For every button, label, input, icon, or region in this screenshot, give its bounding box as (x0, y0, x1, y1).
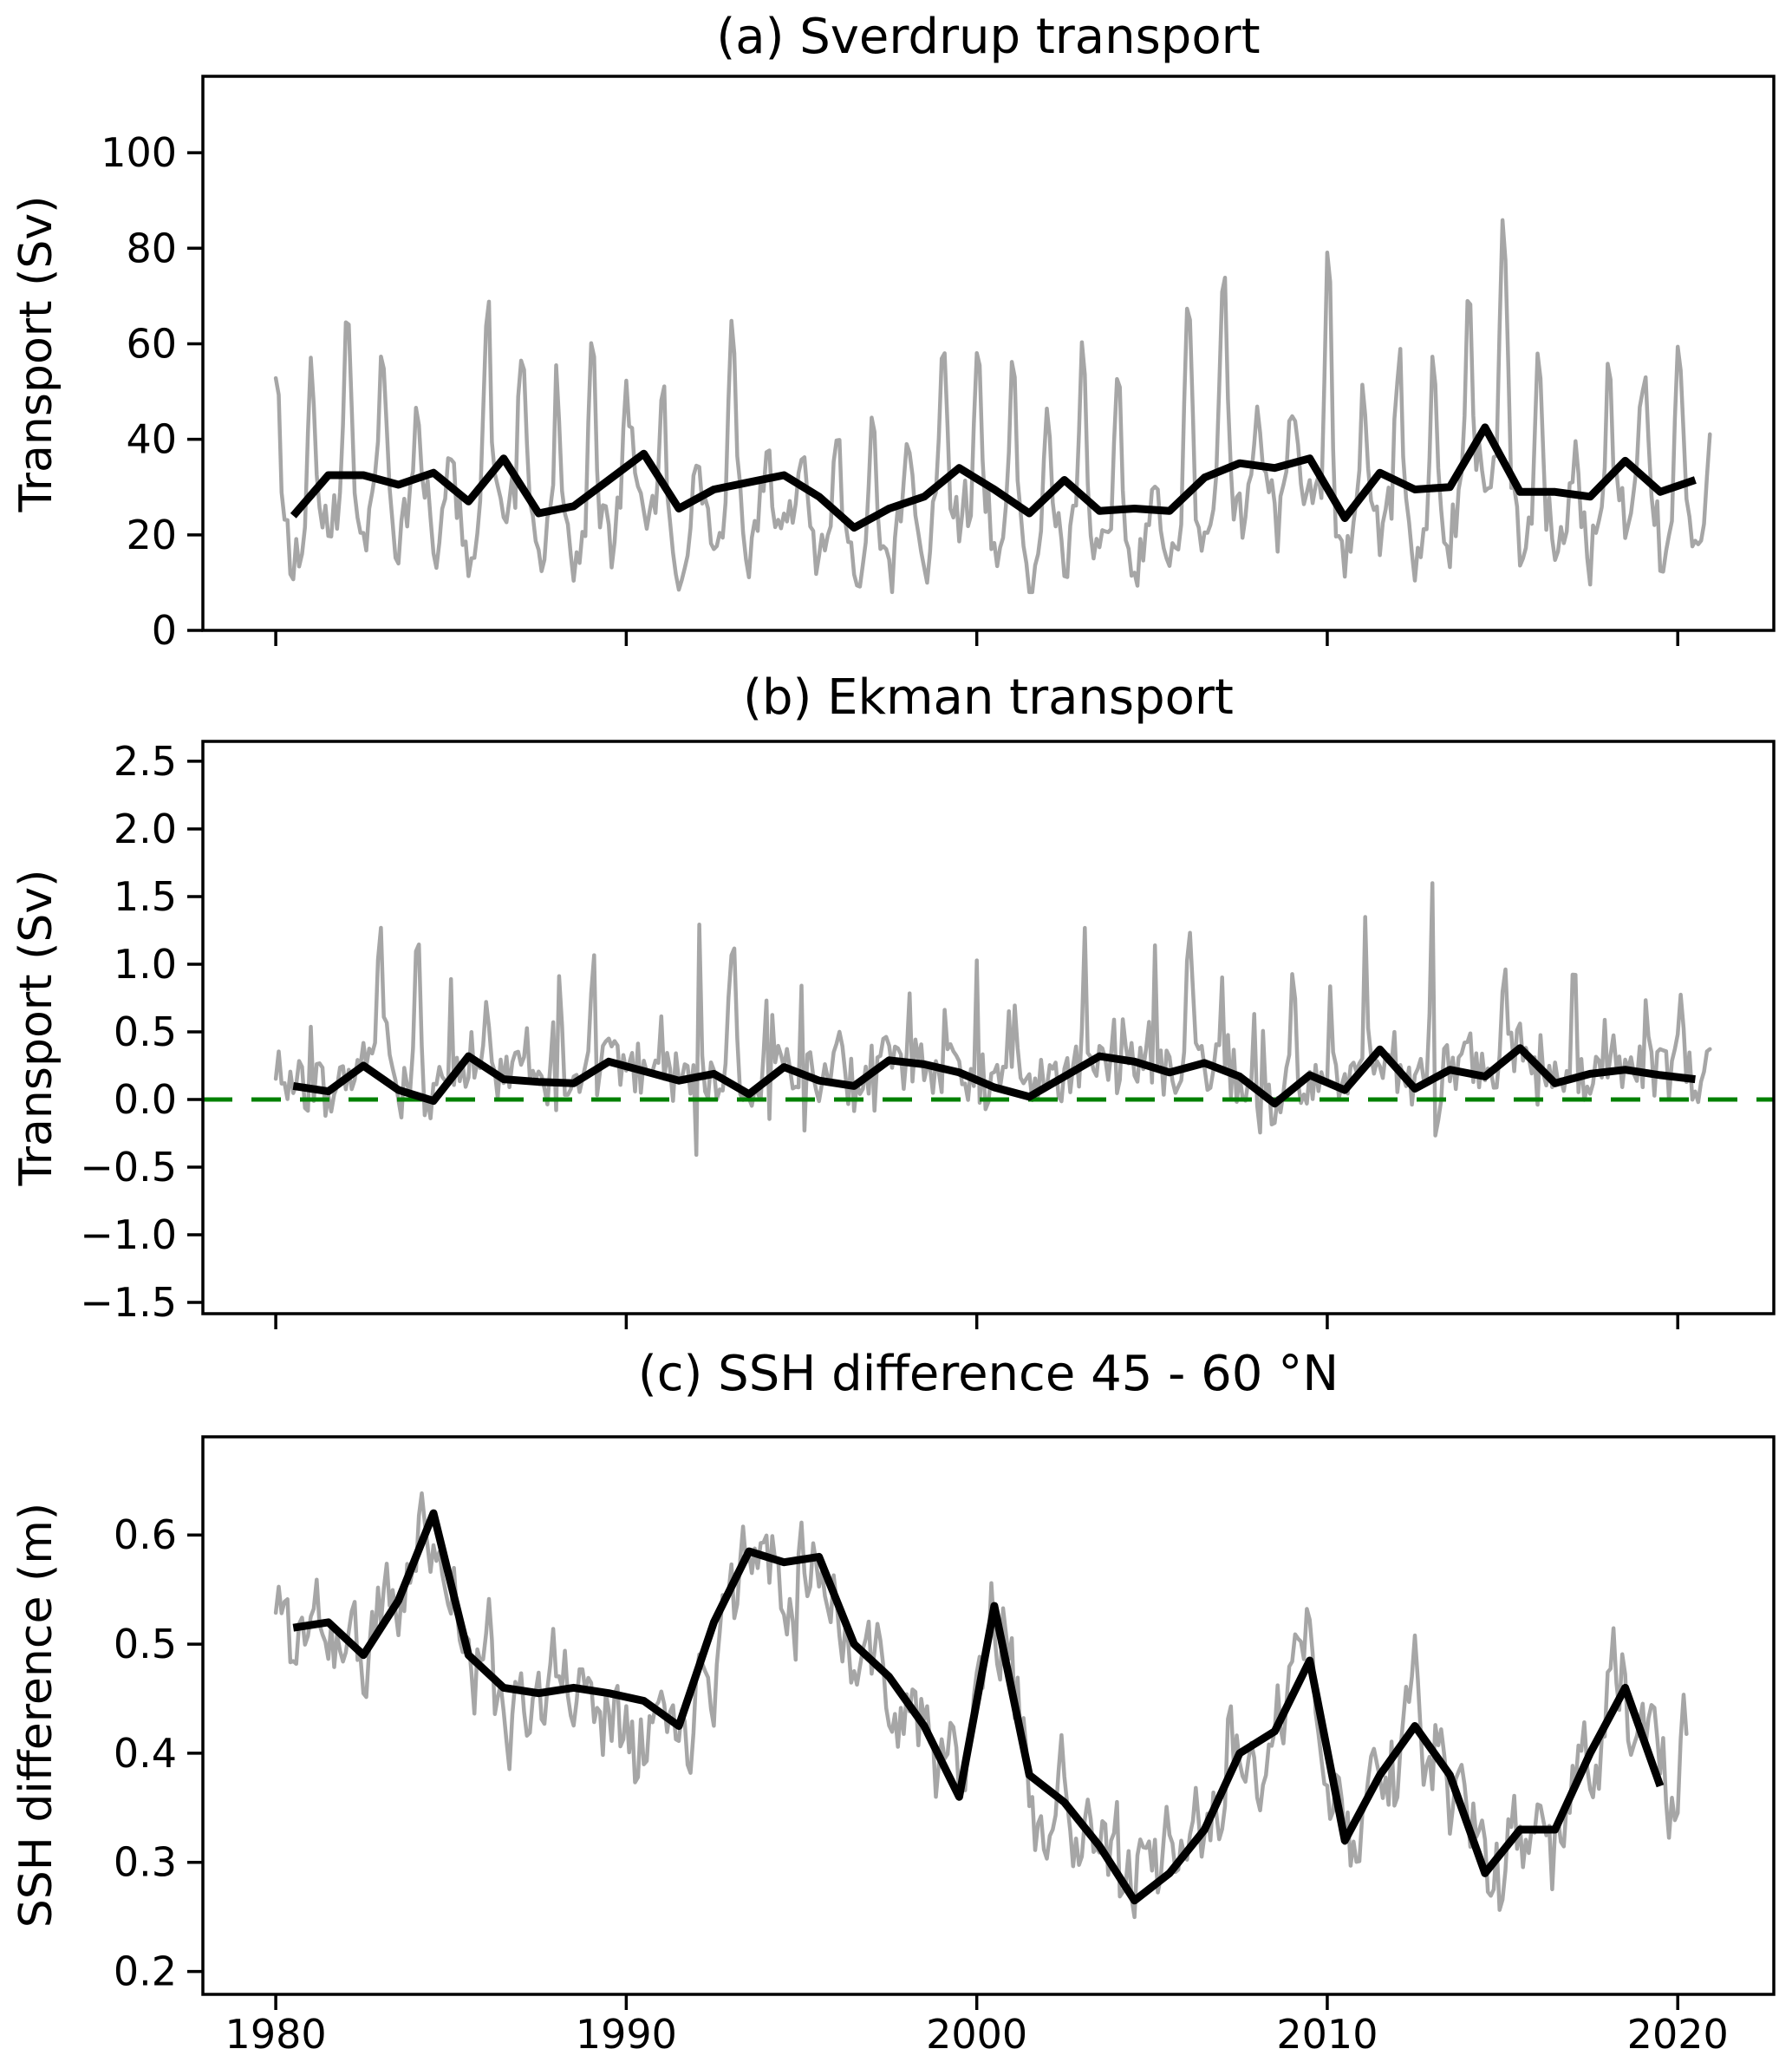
svg-text:−0.5: −0.5 (80, 1144, 177, 1191)
svg-text:40: 40 (126, 416, 177, 463)
svg-text:1980: 1980 (225, 2011, 327, 2058)
svg-text:60: 60 (126, 320, 177, 367)
svg-text:0.2: 0.2 (114, 1948, 177, 1995)
svg-text:1990: 1990 (576, 2011, 677, 2058)
svg-text:100: 100 (101, 129, 177, 176)
svg-text:1.5: 1.5 (114, 873, 177, 920)
panel-b-title: (b) Ekman transport (743, 669, 1234, 726)
panel-a-ylabel: Transport (Sv) (10, 195, 62, 512)
svg-text:2.5: 2.5 (114, 738, 177, 785)
svg-text:2.0: 2.0 (114, 806, 177, 852)
panel-a-title: (a) Sverdrup transport (716, 9, 1261, 65)
svg-text:−1.0: −1.0 (80, 1211, 177, 1258)
svg-text:2010: 2010 (1276, 2011, 1378, 2058)
svg-text:0.4: 0.4 (114, 1730, 177, 1777)
panel-b-ylabel: Transport (Sv) (10, 869, 62, 1186)
svg-text:0.6: 0.6 (114, 1511, 177, 1558)
svg-text:0: 0 (152, 607, 177, 654)
svg-text:20: 20 (126, 512, 177, 558)
svg-text:0.5: 0.5 (114, 1621, 177, 1667)
panel-c-title: (c) SSH difference 45 - 60 °N (637, 1346, 1339, 1402)
svg-text:−1.5: −1.5 (80, 1279, 177, 1326)
svg-text:1.0: 1.0 (114, 941, 177, 988)
svg-text:0.5: 0.5 (114, 1008, 177, 1055)
svg-text:2020: 2020 (1627, 2011, 1729, 2058)
svg-text:0.0: 0.0 (114, 1076, 177, 1123)
svg-text:0.3: 0.3 (114, 1839, 177, 1886)
panel-c-ylabel: SSH difference (m) (10, 1502, 62, 1928)
svg-text:2000: 2000 (926, 2011, 1027, 2058)
svg-text:80: 80 (126, 225, 177, 271)
